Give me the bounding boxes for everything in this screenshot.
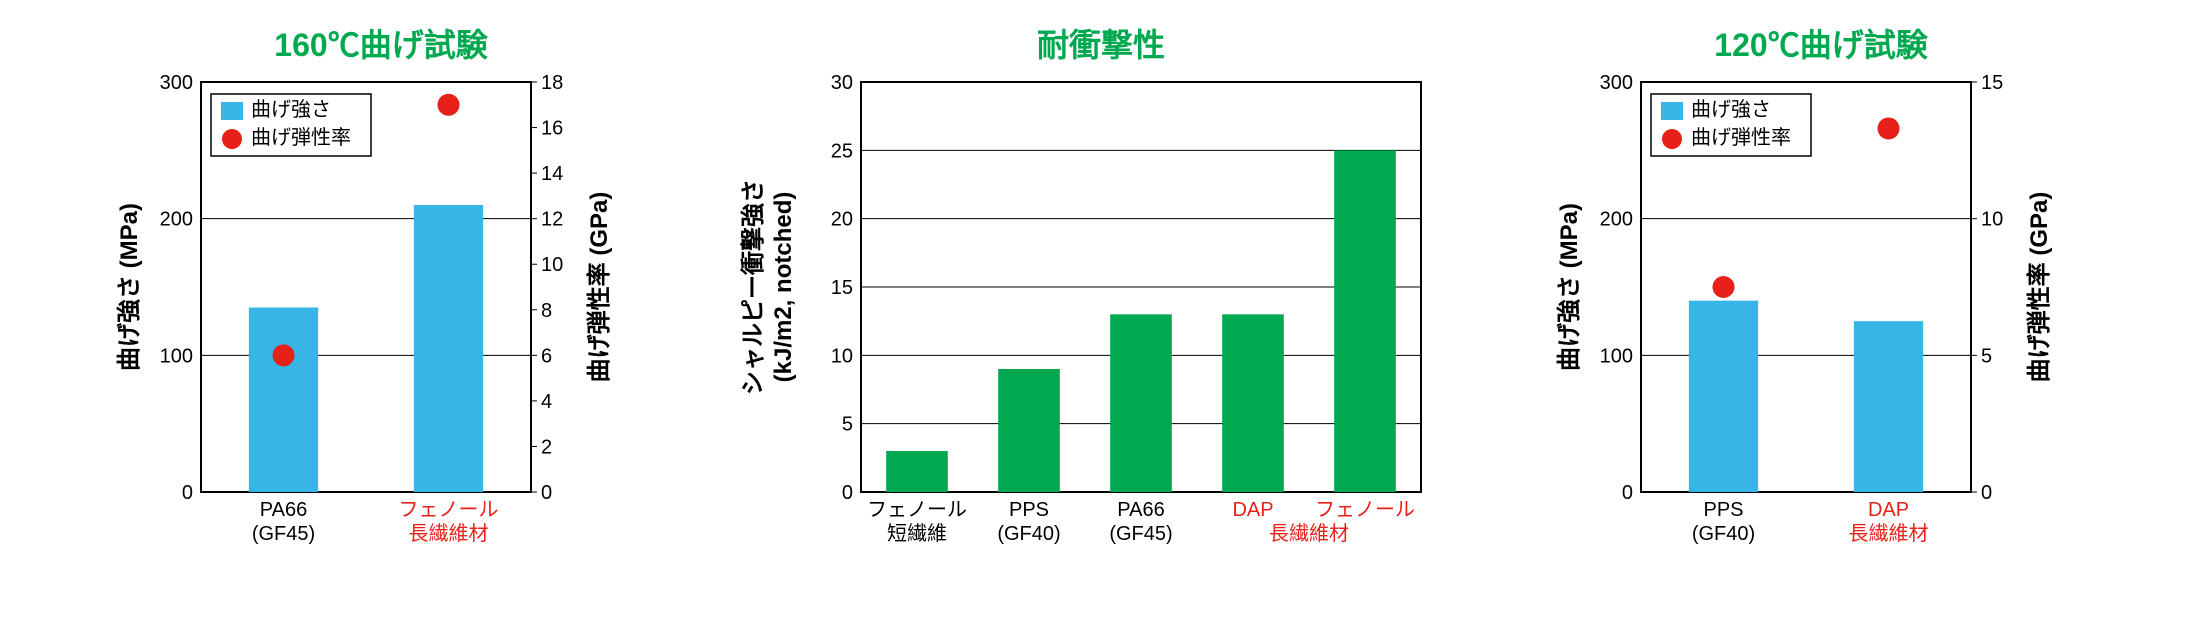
svg-text:(kJ/m2, notched): (kJ/m2, notched) bbox=[770, 192, 797, 383]
svg-text:DAP: DAP bbox=[1232, 499, 1273, 521]
svg-text:25: 25 bbox=[831, 140, 853, 162]
svg-text:10: 10 bbox=[1981, 209, 2003, 231]
svg-text:長繊維材: 長繊維材 bbox=[1269, 522, 1349, 545]
chart-120c: 120℃曲げ試験 0 100 200 300 0 5 10 15 PPS(GF40) DAP長繊維… bbox=[1541, 20, 2101, 612]
svg-text:フェノール: フェノール bbox=[399, 499, 499, 521]
chart1-title: 160℃曲げ試験 bbox=[274, 20, 487, 66]
svg-text:PA66: PA66 bbox=[1117, 499, 1164, 521]
svg-text:DAP: DAP bbox=[1868, 499, 1909, 521]
svg-text:100: 100 bbox=[160, 345, 193, 367]
svg-text:2: 2 bbox=[541, 436, 552, 458]
svg-text:30: 30 bbox=[831, 72, 853, 94]
svg-text:(GF45): (GF45) bbox=[252, 523, 315, 545]
svg-text:(GF40): (GF40) bbox=[1692, 523, 1755, 545]
svg-text:20: 20 bbox=[831, 209, 853, 231]
svg-text:短繊維: 短繊維 bbox=[887, 522, 947, 545]
svg-text:4: 4 bbox=[541, 391, 552, 413]
svg-text:0: 0 bbox=[541, 482, 552, 504]
svg-text:曲げ弾性率 (GPa): 曲げ弾性率 (GPa) bbox=[585, 192, 613, 383]
svg-text:曲げ強さ: 曲げ強さ bbox=[1691, 98, 1771, 121]
svg-text:長繊維材: 長繊維材 bbox=[409, 522, 489, 545]
svg-text:15: 15 bbox=[1981, 72, 2003, 94]
chart2-svg: 051015202530フェノール短繊維PPS(GF40)PA66(GF45)D… bbox=[721, 72, 1481, 612]
svg-text:0: 0 bbox=[1622, 482, 1633, 504]
svg-text:曲げ弾性率: 曲げ弾性率 bbox=[251, 126, 351, 149]
chart1-box: 0 100 200 300 0 2 4 6 8 10 12 14 16 18 PA66(GF45) フェノール… bbox=[101, 72, 661, 612]
svg-text:PPS: PPS bbox=[1703, 499, 1743, 521]
svg-text:18: 18 bbox=[541, 72, 563, 94]
svg-text:0: 0 bbox=[182, 482, 193, 504]
svg-text:14: 14 bbox=[541, 163, 563, 185]
svg-text:0: 0 bbox=[1981, 482, 1992, 504]
svg-text:300: 300 bbox=[160, 72, 193, 94]
chart3-box: 0 100 200 300 0 5 10 15 PPS(GF40) DAP長繊維材 曲げ強さ (MP… bbox=[1541, 72, 2101, 612]
svg-text:16: 16 bbox=[541, 118, 563, 140]
svg-text:200: 200 bbox=[1600, 209, 1633, 231]
svg-text:12: 12 bbox=[541, 209, 563, 231]
svg-text:(GF45): (GF45) bbox=[1109, 523, 1172, 545]
svg-text:5: 5 bbox=[1981, 345, 1992, 367]
svg-text:曲げ強さ (MPa): 曲げ強さ (MPa) bbox=[1556, 203, 1583, 371]
svg-text:曲げ強さ: 曲げ強さ bbox=[251, 98, 331, 121]
svg-text:PA66: PA66 bbox=[260, 499, 307, 521]
svg-text:曲げ弾性率 (GPa): 曲げ弾性率 (GPa) bbox=[2025, 192, 2053, 383]
svg-text:100: 100 bbox=[1600, 345, 1633, 367]
svg-text:10: 10 bbox=[541, 254, 563, 276]
chart-impact: 耐衝撃性 051015202530フェノール短繊維PPS(GF40)PA66(G… bbox=[721, 20, 1481, 612]
svg-text:シャルピー衝撃強さ: シャルピー衝撃強さ bbox=[739, 179, 767, 395]
svg-text:曲げ弾性率: 曲げ弾性率 bbox=[1691, 126, 1791, 149]
svg-text:8: 8 bbox=[541, 300, 552, 322]
svg-text:15: 15 bbox=[831, 277, 853, 299]
chart3-title: 120℃曲げ試験 bbox=[1714, 20, 1927, 66]
svg-text:200: 200 bbox=[160, 209, 193, 231]
svg-text:PPS: PPS bbox=[1009, 499, 1049, 521]
chart1-svg: 0 100 200 300 0 2 4 6 8 10 12 14 16 18 PA66(GF45) フェノール… bbox=[101, 72, 661, 612]
svg-text:(GF40): (GF40) bbox=[997, 523, 1060, 545]
chart-160c: 160℃曲げ試験 0 100 200 300 0 2 4 6 8 10 12 14 16 18 PA66(G… bbox=[101, 20, 661, 612]
svg-text:0: 0 bbox=[842, 482, 853, 504]
svg-text:長繊維材: 長繊維材 bbox=[1849, 522, 1929, 545]
svg-text:10: 10 bbox=[831, 345, 853, 367]
svg-text:5: 5 bbox=[842, 414, 853, 436]
svg-text:300: 300 bbox=[1600, 72, 1633, 94]
svg-text:6: 6 bbox=[541, 345, 552, 367]
chart2-title: 耐衝撃性 bbox=[1037, 20, 1165, 66]
svg-text:フェノール: フェノール bbox=[867, 499, 967, 521]
chart2-box: 051015202530フェノール短繊維PPS(GF40)PA66(GF45)D… bbox=[721, 72, 1481, 612]
svg-text:フェノール: フェノール bbox=[1315, 499, 1415, 521]
chart3-svg: 0 100 200 300 0 5 10 15 PPS(GF40) DAP長繊維材 曲げ強さ (MP… bbox=[1541, 72, 2101, 612]
svg-text:曲げ強さ (MPa): 曲げ強さ (MPa) bbox=[116, 203, 143, 371]
